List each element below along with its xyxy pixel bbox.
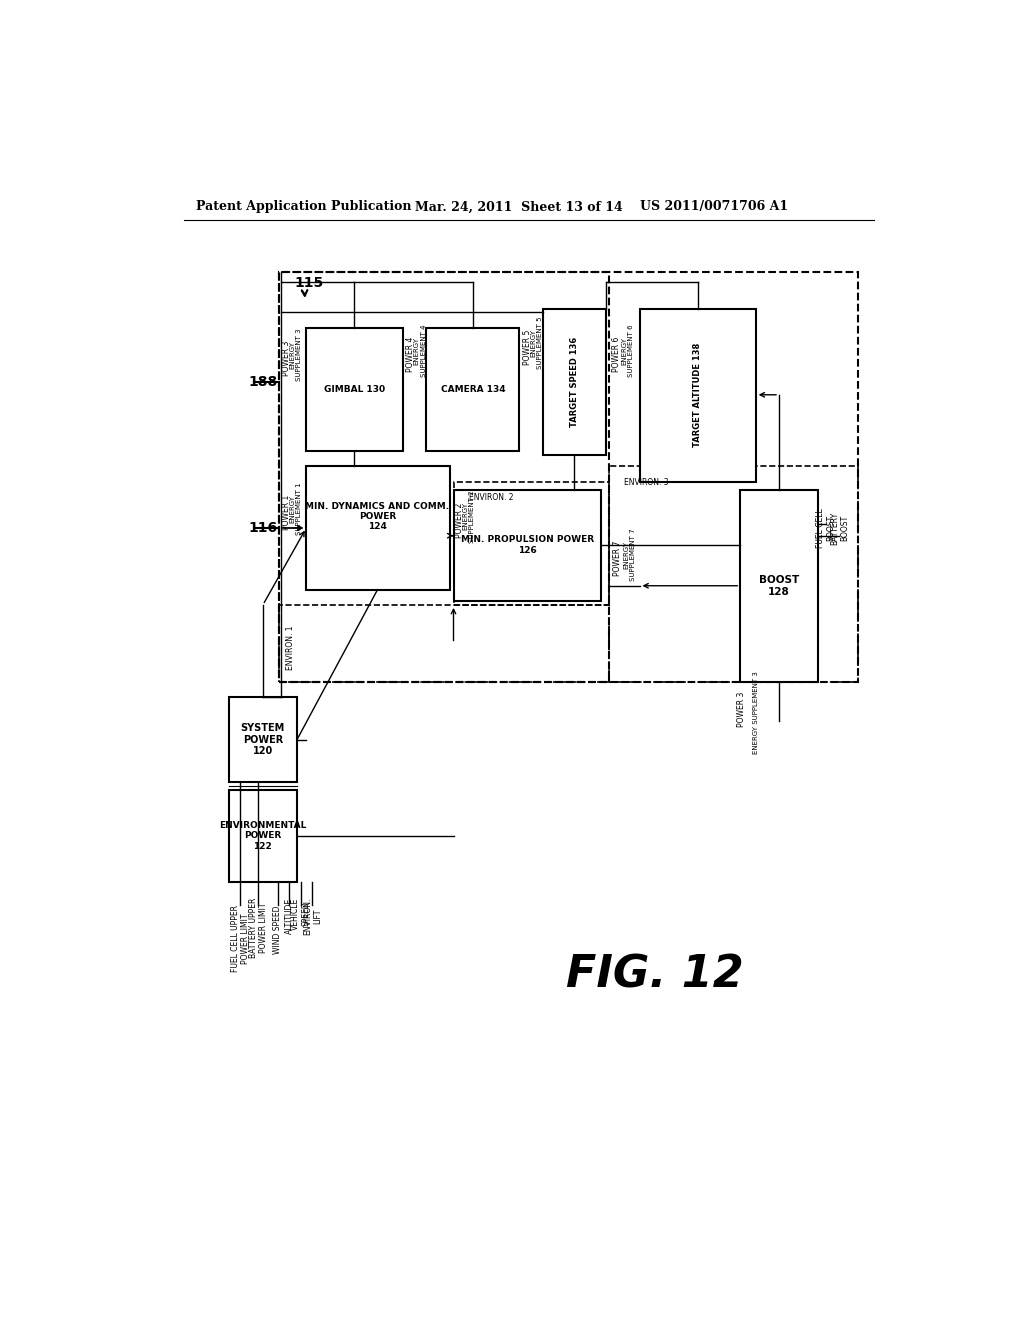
Bar: [280, 605, 608, 682]
Text: VEHICLE
SPEED: VEHICLE SPEED: [291, 898, 310, 929]
Text: ENERGY
SUPPLEMENT 3: ENERGY SUPPLEMENT 3: [289, 329, 302, 381]
Text: MIN. DYNAMICS AND COMM.
POWER
124: MIN. DYNAMICS AND COMM. POWER 124: [305, 502, 450, 532]
Text: BATTERY UPPER
POWER LIMIT: BATTERY UPPER POWER LIMIT: [249, 898, 268, 958]
Text: ENERGY
SUPPLEMENT 6: ENERGY SUPPLEMENT 6: [622, 325, 635, 378]
Bar: [228, 697, 297, 781]
Text: BOOST
128: BOOST 128: [759, 576, 799, 597]
Text: FUEL CELL
BOOST: FUEL CELL BOOST: [816, 508, 836, 548]
Text: 188: 188: [248, 375, 278, 388]
Text: ENVIRON. 3: ENVIRON. 3: [624, 478, 669, 487]
Text: ENVIRONMENTAL
POWER
122: ENVIRONMENTAL POWER 122: [219, 821, 306, 851]
Text: BATTERY
BOOST: BATTERY BOOST: [829, 511, 849, 545]
Text: TARGET ALTITUDE 138: TARGET ALTITUDE 138: [693, 343, 702, 447]
Text: CAMERA 134: CAMERA 134: [440, 385, 505, 393]
Text: US 2011/0071706 A1: US 2011/0071706 A1: [640, 201, 787, 214]
Bar: [280, 272, 858, 682]
Text: ENVIRON.
LIFT: ENVIRON. LIFT: [303, 898, 323, 935]
Bar: [454, 482, 608, 605]
Bar: [454, 490, 601, 601]
Text: TARGET SPEED 136: TARGET SPEED 136: [570, 337, 579, 426]
Text: POWER 1: POWER 1: [282, 495, 291, 531]
Text: POWER 3: POWER 3: [282, 341, 291, 376]
Bar: [306, 327, 403, 451]
Bar: [280, 272, 608, 682]
Bar: [640, 309, 756, 482]
Text: SYSTEM
POWER
120: SYSTEM POWER 120: [241, 723, 285, 756]
Text: WIND SPEED: WIND SPEED: [273, 906, 282, 954]
Text: POWER 6: POWER 6: [611, 337, 621, 372]
Text: ENVIRON. 2: ENVIRON. 2: [469, 494, 513, 503]
Text: ENVIRON. 1: ENVIRON. 1: [287, 626, 295, 669]
Bar: [740, 490, 818, 682]
Text: FIG. 12: FIG. 12: [566, 953, 743, 997]
Text: POWER 2: POWER 2: [456, 503, 464, 539]
Text: 116: 116: [248, 521, 278, 535]
Bar: [426, 327, 519, 451]
Text: ENERGY
SUPPLEMENT 5: ENERGY SUPPLEMENT 5: [530, 317, 543, 370]
Text: FUEL CELL UPPER
POWER LIMIT: FUEL CELL UPPER POWER LIMIT: [230, 906, 250, 973]
Text: MIN. PROPULSION POWER
126: MIN. PROPULSION POWER 126: [461, 535, 594, 554]
Text: 115: 115: [295, 276, 324, 290]
Text: ENERGY
SUPPLEMENT 1: ENERGY SUPPLEMENT 1: [289, 482, 302, 535]
Bar: [608, 466, 858, 682]
Text: ENERGY
SUPPLEMENT 4: ENERGY SUPPLEMENT 4: [414, 325, 427, 378]
Bar: [228, 789, 297, 882]
Text: POWER 7: POWER 7: [613, 541, 623, 577]
Text: POWER 4: POWER 4: [407, 337, 416, 372]
Text: Mar. 24, 2011  Sheet 13 of 14: Mar. 24, 2011 Sheet 13 of 14: [415, 201, 623, 214]
Text: ENERGY
SUPPLEMENT 2: ENERGY SUPPLEMENT 2: [463, 490, 475, 543]
Text: Patent Application Publication: Patent Application Publication: [197, 201, 412, 214]
Text: ALTITUDE: ALTITUDE: [285, 898, 294, 933]
Text: POWER 5: POWER 5: [522, 330, 531, 364]
Text: ENERGY SUPPLEMENT 3: ENERGY SUPPLEMENT 3: [753, 672, 759, 754]
Bar: [306, 466, 450, 590]
Text: GIMBAL 130: GIMBAL 130: [324, 385, 385, 393]
Text: ENERGY
SUPPLEMENT 7: ENERGY SUPPLEMENT 7: [623, 528, 636, 581]
Text: POWER 3: POWER 3: [737, 692, 746, 726]
Bar: [543, 309, 606, 455]
